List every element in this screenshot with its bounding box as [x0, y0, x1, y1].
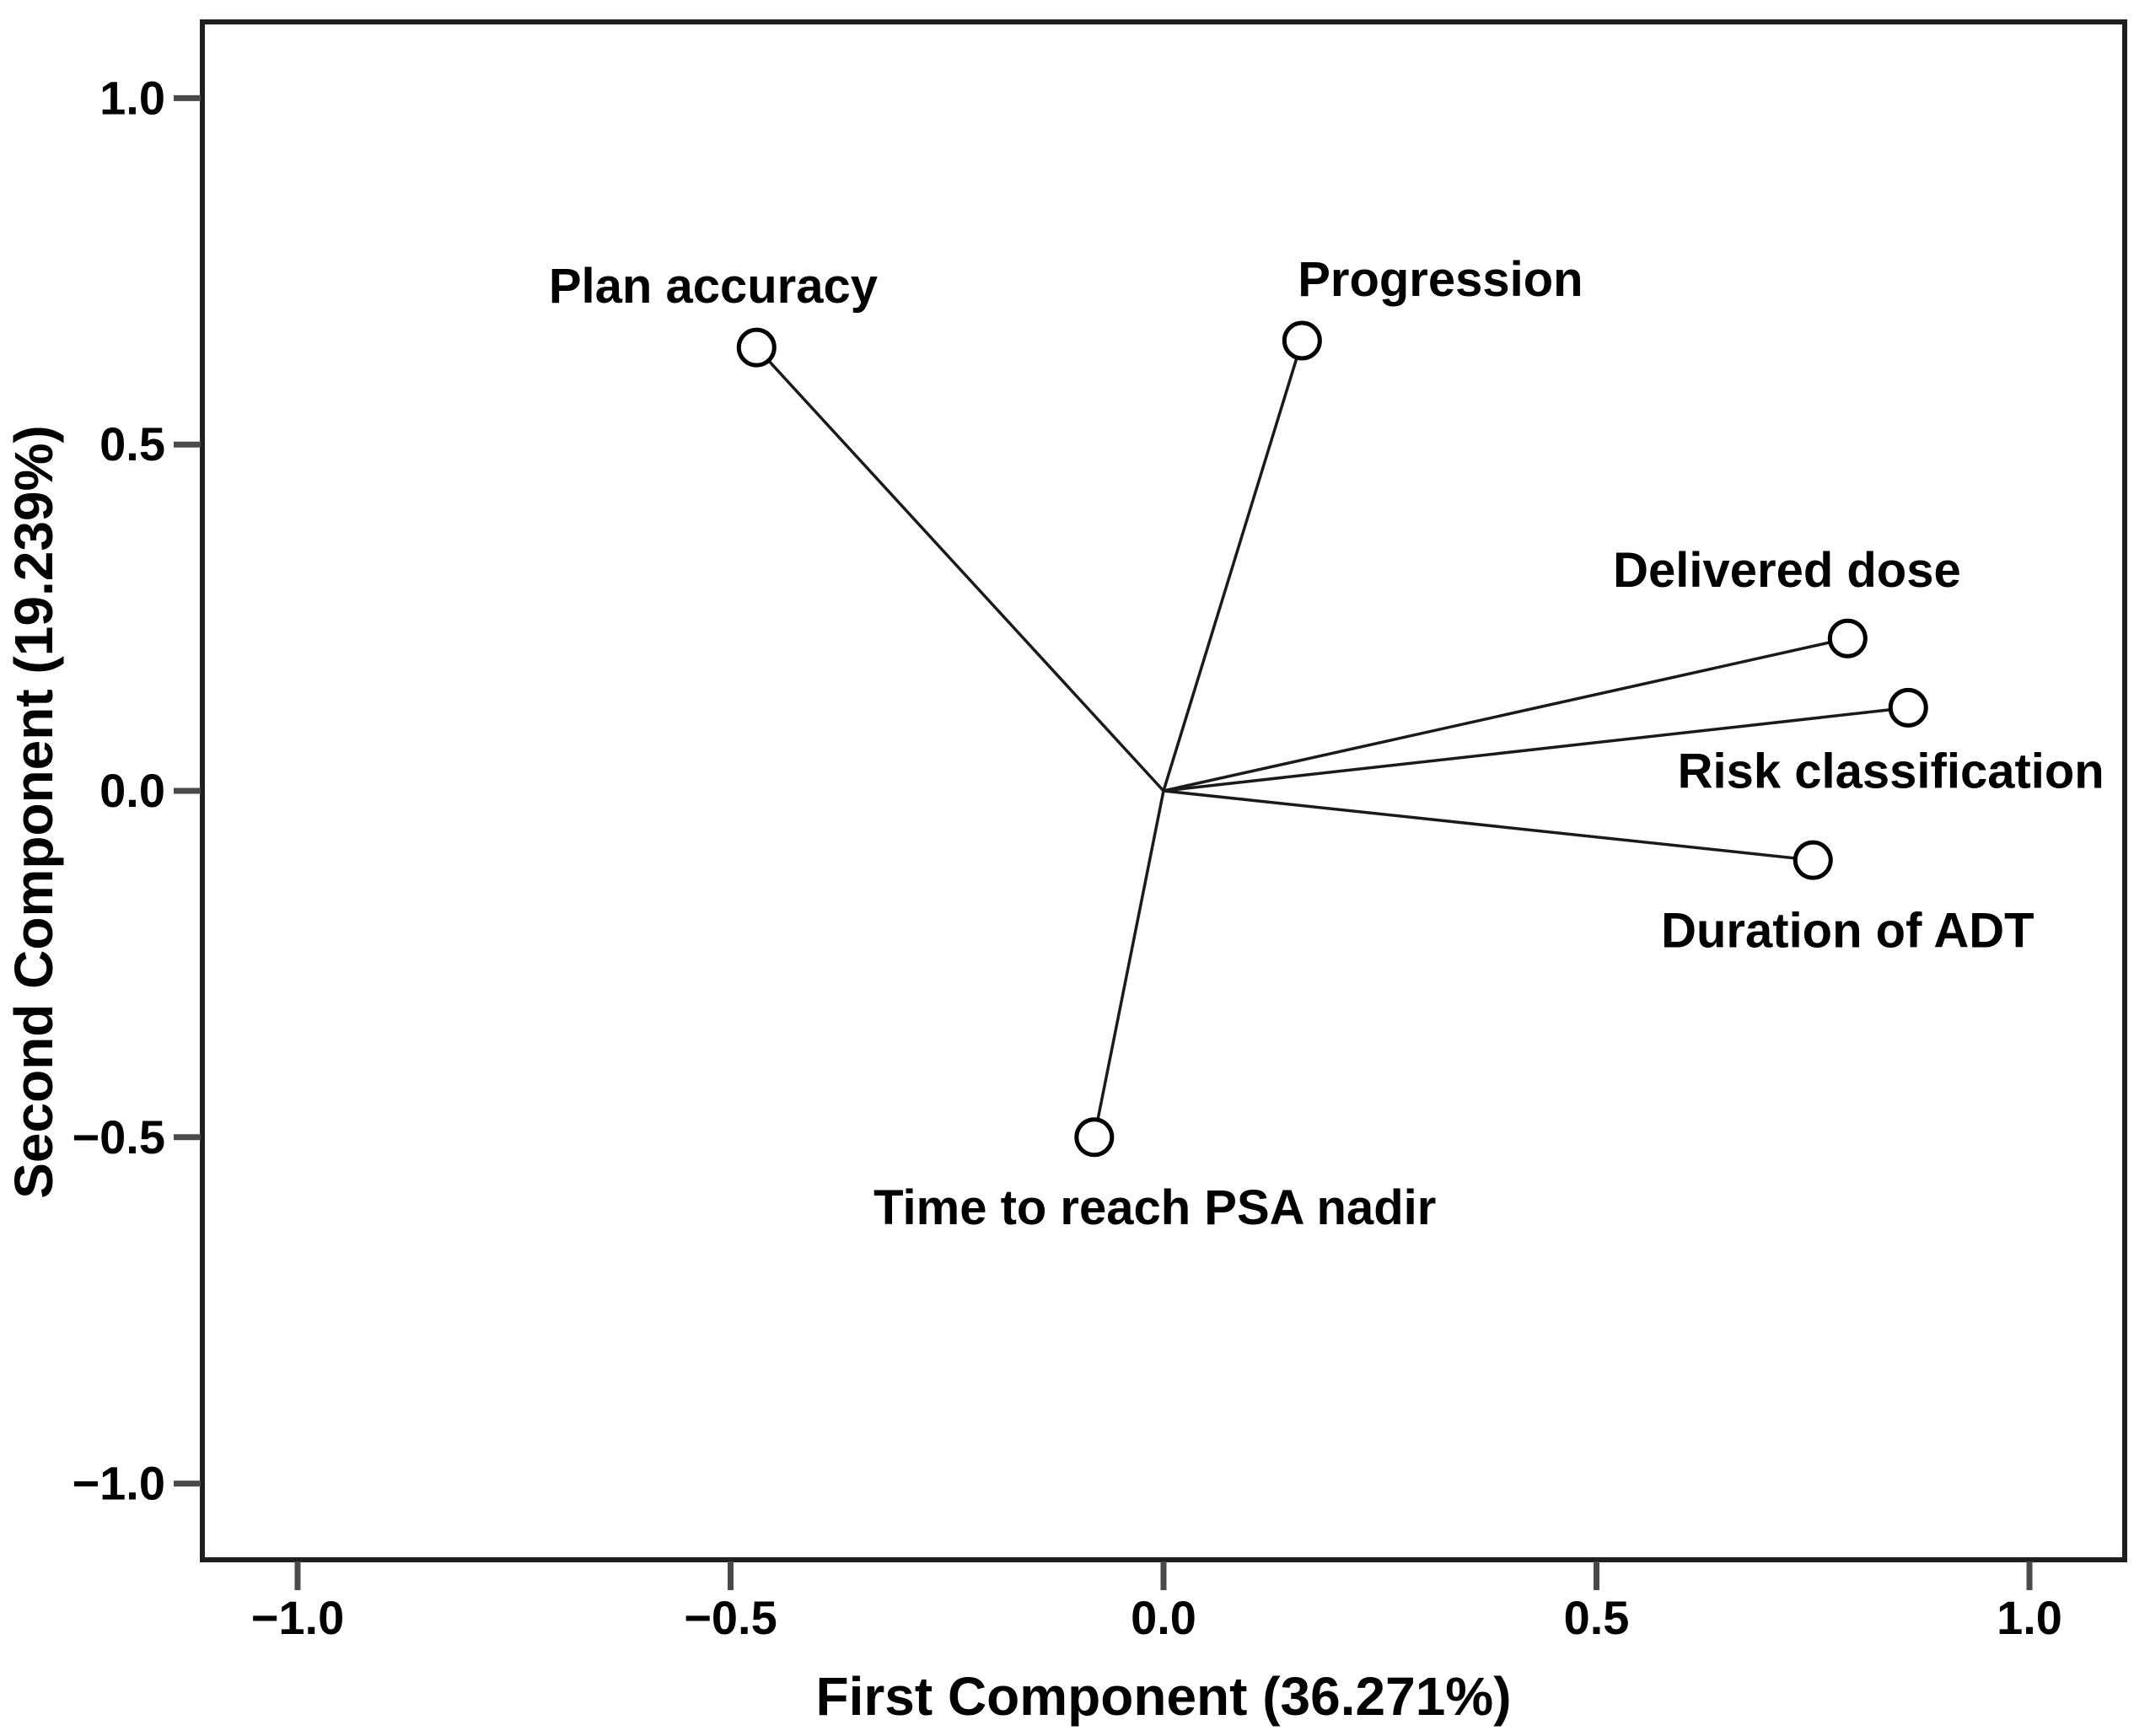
- vector-line: [1163, 706, 1909, 793]
- vector-line: [1162, 340, 1303, 792]
- point-label: Progression: [1298, 252, 1583, 307]
- vector-line: [1093, 790, 1165, 1138]
- point-marker: [736, 327, 777, 368]
- x-axis-tick-label: 0.0: [1131, 1591, 1196, 1644]
- point-marker: [1793, 840, 1833, 880]
- point-label: Time to reach PSA nadir: [873, 1180, 1436, 1235]
- vector-line: [1163, 637, 1848, 793]
- x-axis-tick-label: −0.5: [684, 1591, 777, 1644]
- point-label: Duration of ADT: [1661, 903, 2034, 958]
- x-axis-tick-label: 0.5: [1564, 1591, 1630, 1644]
- point-label: Plan accuracy: [549, 259, 878, 314]
- vector-line: [755, 346, 1165, 793]
- vector-line: [1163, 789, 1814, 862]
- y-axis-tick-label: 0.0: [99, 764, 165, 817]
- x-axis-tick-label: 1.0: [1997, 1591, 2062, 1644]
- point-label: Risk classification: [1678, 744, 2104, 798]
- y-axis-tick-label: −1.0: [72, 1457, 165, 1510]
- y-axis-tick-label: 1.0: [99, 71, 165, 124]
- point-marker: [1282, 320, 1322, 361]
- point-marker: [1888, 687, 1928, 728]
- x-axis-title: First Component (36.271%): [815, 1666, 1511, 1727]
- y-axis-tick-label: −0.5: [72, 1110, 165, 1164]
- x-axis-tick-label: −1.0: [251, 1591, 345, 1644]
- point-marker: [1074, 1117, 1115, 1158]
- y-axis-title: Second Component (19.239%): [3, 425, 64, 1199]
- point-label: Delivered dose: [1613, 543, 1961, 598]
- y-axis-tick-label: 0.5: [99, 417, 165, 470]
- point-marker: [1827, 618, 1868, 658]
